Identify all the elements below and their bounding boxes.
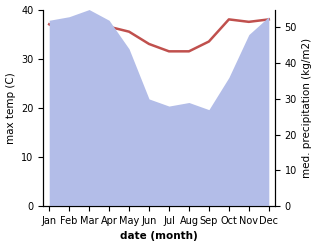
Y-axis label: med. precipitation (kg/m2): med. precipitation (kg/m2) [302, 38, 313, 178]
Y-axis label: max temp (C): max temp (C) [5, 72, 16, 144]
X-axis label: date (month): date (month) [120, 231, 198, 242]
